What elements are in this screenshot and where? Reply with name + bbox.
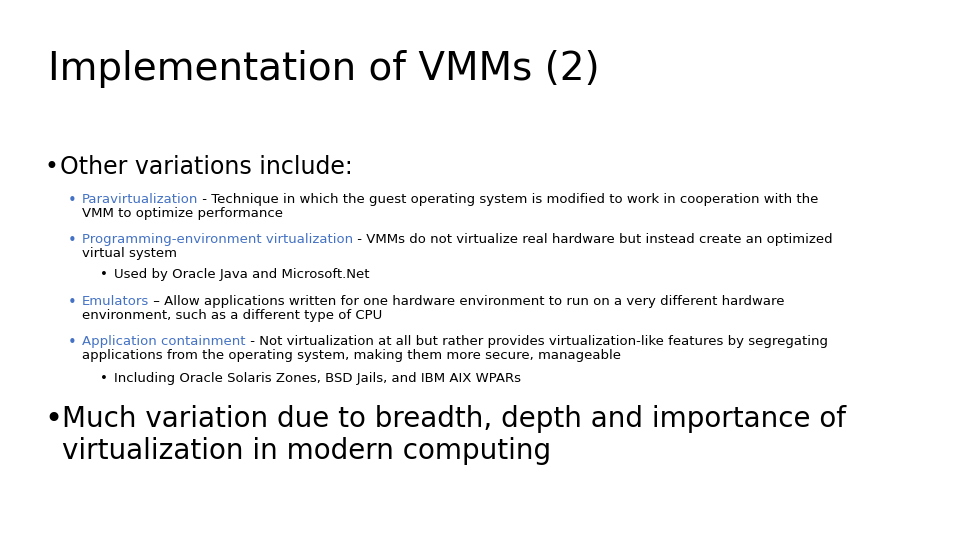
Text: •: • [68, 295, 77, 310]
Text: environment, such as a different type of CPU: environment, such as a different type of… [82, 309, 382, 322]
Text: Including Oracle Solaris Zones, BSD Jails, and IBM AIX WPARs: Including Oracle Solaris Zones, BSD Jail… [114, 372, 521, 385]
Text: VMM to optimize performance: VMM to optimize performance [82, 207, 283, 220]
Text: •: • [100, 268, 108, 281]
Text: Used by Oracle Java and Microsoft.Net: Used by Oracle Java and Microsoft.Net [114, 268, 370, 281]
Text: Other variations include:: Other variations include: [60, 155, 352, 179]
Text: Implementation of VMMs (2): Implementation of VMMs (2) [48, 50, 600, 88]
Text: Paravirtualization: Paravirtualization [82, 193, 199, 206]
Text: Programming-environment virtualization: Programming-environment virtualization [82, 233, 353, 246]
Text: •: • [68, 233, 77, 248]
Text: •: • [68, 193, 77, 208]
Text: •: • [100, 372, 108, 385]
Text: •: • [44, 155, 58, 179]
Text: applications from the operating system, making them more secure, manageable: applications from the operating system, … [82, 349, 621, 362]
Text: •: • [44, 405, 62, 434]
Text: virtual system: virtual system [82, 247, 177, 260]
Text: •: • [68, 335, 77, 350]
Text: - VMMs do not virtualize real hardware but instead create an optimized: - VMMs do not virtualize real hardware b… [353, 233, 832, 246]
Text: Much variation due to breadth, depth and importance of
virtualization in modern : Much variation due to breadth, depth and… [62, 405, 846, 465]
Text: Application containment: Application containment [82, 335, 246, 348]
Text: - Technique in which the guest operating system is modified to work in cooperati: - Technique in which the guest operating… [199, 193, 819, 206]
Text: - Not virtualization at all but rather provides virtualization-like features by : - Not virtualization at all but rather p… [246, 335, 828, 348]
Text: Emulators: Emulators [82, 295, 149, 308]
Text: – Allow applications written for one hardware environment to run on a very diffe: – Allow applications written for one har… [149, 295, 784, 308]
